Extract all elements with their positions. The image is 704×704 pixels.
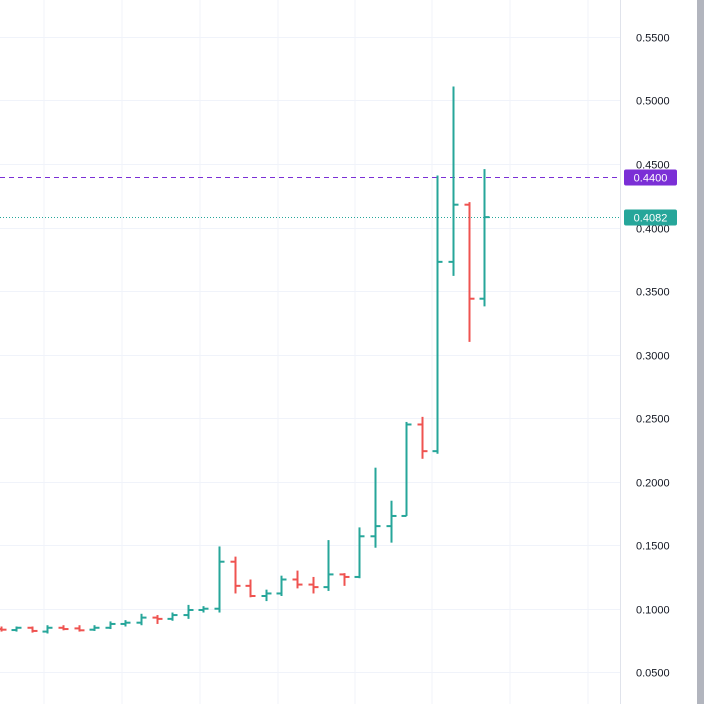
price-tick-label: 0.1000 (636, 605, 670, 617)
alert-price-tag-label: 0.4400 (634, 173, 668, 185)
last-price-tag-label: 0.4082 (634, 213, 668, 225)
ohlc-bar (354, 527, 365, 579)
ohlc-bar (308, 576, 319, 594)
price-tick-label: 0.5000 (636, 96, 670, 108)
grid-layer (0, 0, 620, 704)
ohlc-bar (120, 620, 131, 627)
ohlc-bar (167, 612, 178, 621)
ohlc-bar (214, 546, 225, 613)
ohlc-bar (276, 575, 287, 597)
ohlc-bar (464, 202, 475, 342)
price-tick-label: 0.5500 (636, 33, 670, 45)
price-tick-label: 0.4000 (636, 224, 670, 236)
price-tick-label: 0.4500 (636, 160, 670, 172)
ohlc-bar (323, 540, 334, 591)
alert-price-tag (624, 169, 677, 186)
ohlc-bar (261, 589, 272, 602)
ohlc-bar (11, 626, 22, 632)
price-tick-label: 0.3000 (636, 351, 670, 363)
ohlc-bar (245, 579, 256, 598)
price-tick-label: 0.2000 (636, 478, 670, 490)
ohlc-bar (479, 169, 490, 307)
ohlc-bar (230, 556, 241, 594)
ohlc-bar (27, 626, 38, 633)
ohlc-bar (370, 467, 381, 548)
ohlc-bar (386, 500, 397, 543)
ohlc-bar (401, 421, 412, 517)
price-lines (0, 177, 620, 218)
ohlc-bar (89, 625, 100, 631)
ohlc-bar (417, 416, 428, 459)
ohlc-bar (183, 604, 194, 619)
price-tick-label: 0.2500 (636, 414, 670, 426)
ohlc-bar (105, 621, 116, 630)
ohlc-bar (292, 570, 303, 589)
ohlc-bar (58, 625, 69, 631)
ohlc-bar (448, 86, 459, 276)
ohlc-bar (74, 625, 85, 632)
price-axis[interactable]: 0.0500 0.1000 0.1500 0.2000 0.2500 0.3000 0.35… (636, 33, 670, 680)
price-tick-label: 0.3500 (636, 287, 670, 299)
ohlc-bar (198, 606, 209, 613)
price-tick-label: 0.1500 (636, 541, 670, 553)
ohlc-bar (0, 626, 7, 632)
ohlc-bar (432, 175, 443, 454)
ohlc-bar (42, 625, 53, 634)
ohlc-bar (339, 573, 350, 586)
price-tags: 0.4400 0.4082 (624, 169, 677, 226)
price-tick-label: 0.0500 (636, 668, 670, 680)
ohlc-bars (0, 86, 490, 634)
window-edge (697, 0, 704, 704)
ohlc-bar (152, 615, 163, 624)
ohlc-bar (136, 613, 147, 626)
last-price-tag (624, 209, 677, 226)
